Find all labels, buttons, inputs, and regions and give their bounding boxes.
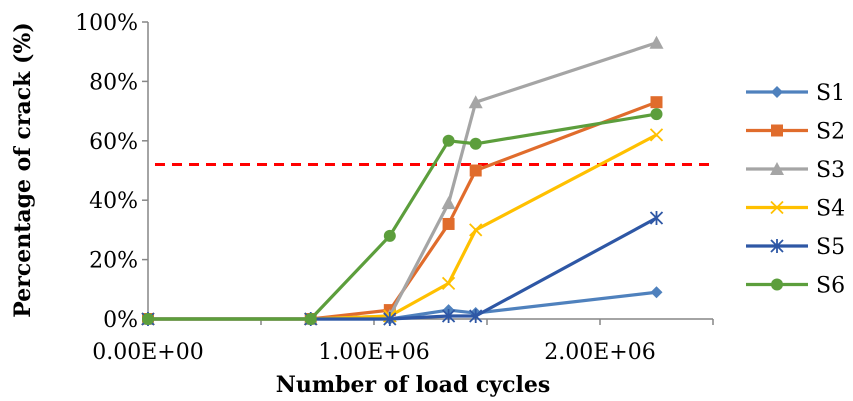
legend-marker	[771, 278, 783, 291]
y-tick-group: 0% 20% 40% 60% 80% 100%	[75, 11, 148, 333]
x-tick-group: 0.00E+00 1.00E+06 2.00E+06	[92, 319, 714, 365]
legend-marker	[770, 200, 784, 215]
y-tick-label: 80%	[89, 70, 138, 95]
legend-label: S5	[816, 235, 845, 260]
y-tick-label: 60%	[89, 130, 138, 155]
legend-label: S3	[816, 158, 845, 183]
legend-item-s5: S5	[746, 235, 845, 260]
x-tick-label: 2.00E+06	[544, 340, 655, 365]
series-line-s2	[148, 100, 658, 321]
y-tick-label: 0%	[103, 308, 138, 333]
legend-item-s6: S6	[746, 274, 845, 299]
data-point-s6	[442, 134, 455, 147]
y-tick-label: 100%	[75, 11, 138, 36]
y-tick-label: 20%	[89, 249, 138, 274]
x-tick-label: 0.00E+00	[92, 340, 203, 365]
series-layer	[141, 35, 664, 326]
legend-label: S6	[816, 274, 845, 299]
data-point-s4	[469, 223, 483, 237]
x-axis-title: Number of load cycles	[276, 372, 550, 398]
legend-item-s2: S2	[746, 120, 845, 145]
legend-item-s3: S3	[746, 158, 845, 183]
data-point-s3	[649, 35, 664, 49]
data-point-s2	[442, 217, 455, 230]
legend-label: S2	[816, 120, 845, 145]
data-point-s5	[441, 309, 456, 324]
legend-item-s1: S1	[746, 81, 845, 106]
data-point-s1	[650, 286, 663, 299]
y-tick-label: 40%	[89, 189, 138, 214]
legend-item-s4: S4	[746, 197, 845, 222]
legend-marker	[770, 162, 784, 175]
data-point-s4	[441, 276, 456, 290]
legend-marker	[771, 124, 783, 137]
data-point-s5	[383, 312, 397, 326]
y-axis-title: Percentage of crack (%)	[10, 22, 36, 317]
x-tick-label: 1.00E+06	[318, 340, 429, 365]
data-point-s5	[469, 309, 483, 324]
series-line-s6	[148, 112, 657, 321]
data-point-s6	[650, 108, 663, 121]
data-point-s3	[441, 196, 456, 210]
data-point-s5	[649, 211, 664, 226]
data-point-s6	[142, 313, 154, 325]
legend-label: S1	[816, 81, 845, 106]
data-point-s6	[469, 137, 482, 150]
data-point-s2	[650, 96, 663, 109]
series-line-s3	[148, 41, 657, 321]
legend-marker	[771, 86, 783, 98]
data-point-s6	[383, 229, 396, 242]
data-point-s6	[304, 313, 317, 325]
series-line-s5	[148, 216, 658, 321]
data-point-s2	[469, 164, 482, 177]
series-s6	[142, 108, 663, 325]
series-line-s1	[148, 290, 657, 321]
legend-label: S4	[816, 197, 845, 222]
data-point-s4	[649, 128, 664, 142]
data-point-s3	[468, 95, 483, 109]
legend-marker	[770, 239, 784, 253]
legend: S1 S2 S3 S4 S5 S6	[746, 81, 845, 299]
series-s3	[141, 35, 664, 325]
